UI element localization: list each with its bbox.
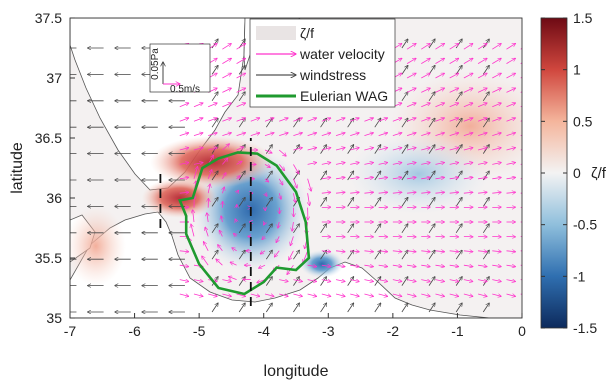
colorbar-tick-label: 1.5 [573, 10, 593, 26]
colorbar-tick-label: -1.5 [573, 320, 597, 336]
colorbar-tick-label: -0.5 [573, 217, 597, 233]
y-tick-label: 37.5 [35, 10, 62, 26]
y-tick-label: 37 [46, 70, 62, 86]
colorbar-tick-label: 0.5 [573, 113, 593, 129]
y-tick-label: 36 [46, 190, 62, 206]
x-tick-label: -7 [64, 323, 77, 339]
legend-label: windstress [299, 67, 366, 83]
y-axis: 35 35.5 36 36.5 37 37.5 [35, 10, 75, 326]
vorticity-anomaly [349, 134, 489, 214]
x-tick-label: 0 [518, 323, 526, 339]
colorbar-tick-label: 0 [573, 165, 581, 181]
legend: ζ/f water velocity windstress Eulerian WAG [250, 19, 395, 107]
x-tick-label: -6 [128, 323, 141, 339]
scale-key: 0.05Pa 0.5m/s [150, 44, 210, 95]
y-tick-label: 36.5 [35, 130, 62, 146]
vorticity-anomaly [142, 178, 218, 218]
x-tick-label: -3 [322, 323, 335, 339]
scale-water-label: 0.5m/s [170, 84, 200, 95]
y-axis-label: latitude [9, 142, 26, 194]
y-tick-label: 35.5 [35, 250, 62, 266]
x-tick-label: -1 [451, 323, 464, 339]
x-tick-label: -2 [387, 323, 400, 339]
scale-wind-label: 0.05Pa [150, 48, 161, 80]
legend-label: Eulerian WAG [300, 88, 388, 104]
x-tick-label: -4 [257, 323, 270, 339]
legend-label: ζ/f [300, 25, 314, 41]
legend-swatch [256, 26, 296, 40]
y-tick-label: 35 [46, 310, 62, 326]
vorticity-anomaly [66, 206, 126, 286]
colorbar-tick-label: -1 [573, 268, 586, 284]
legend-label: water velocity [299, 46, 385, 62]
colorbar-label: ζ/f [591, 165, 607, 182]
x-tick-label: -5 [193, 323, 206, 339]
colorbar-tick-label: 1 [573, 62, 581, 78]
colorbar: 1.5 1 0.5 0 -0.5 -1 -1.5 ζ/f [541, 10, 607, 336]
x-axis-label: longitude [264, 363, 329, 380]
